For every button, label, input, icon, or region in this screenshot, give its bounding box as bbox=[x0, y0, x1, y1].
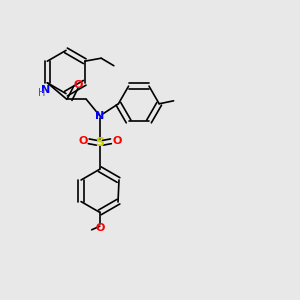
Text: N: N bbox=[41, 85, 50, 95]
Text: O: O bbox=[112, 136, 122, 146]
Text: H: H bbox=[38, 88, 46, 98]
Text: O: O bbox=[78, 136, 87, 146]
Text: O: O bbox=[95, 223, 104, 233]
Text: S: S bbox=[95, 136, 104, 149]
Text: O: O bbox=[74, 80, 83, 90]
Text: N: N bbox=[95, 111, 104, 121]
